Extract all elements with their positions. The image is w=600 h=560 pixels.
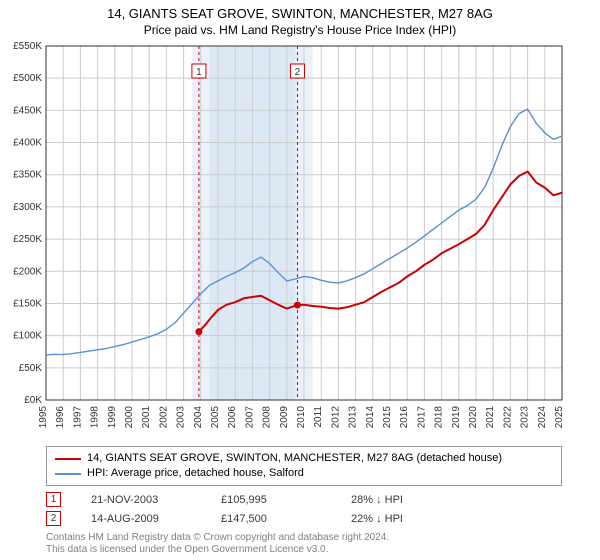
marker-delta: 28% ↓ HPI [351, 494, 451, 506]
svg-text:2003: 2003 [176, 406, 187, 429]
svg-text:2025: 2025 [554, 406, 565, 429]
svg-text:1998: 1998 [90, 406, 101, 429]
svg-text:2015: 2015 [382, 406, 393, 429]
chart-area: £0K £50K £100K £150K £200K £250K £300K £350K £40… [0, 40, 600, 440]
svg-text:2014: 2014 [365, 406, 376, 429]
svg-text:2008: 2008 [262, 406, 273, 429]
svg-text:£450K: £450K [13, 105, 42, 116]
svg-text:2023: 2023 [520, 406, 531, 429]
marker-row: 2 14-AUG-2009 £147,500 22% ↓ HPI [46, 511, 451, 526]
marker-price: £147,500 [221, 513, 321, 525]
legend-row: HPI: Average price, detached house, Salf… [55, 466, 553, 481]
legend-label: HPI: Average price, detached house, Salf… [87, 466, 304, 481]
svg-text:2: 2 [295, 67, 301, 78]
marker-price: £105,995 [221, 494, 321, 506]
footer-line-2: This data is licensed under the Open Gov… [46, 544, 389, 556]
svg-text:2018: 2018 [434, 406, 445, 429]
chart-container: 14, GIANTS SEAT GROVE, SWINTON, MANCHEST… [0, 0, 600, 560]
svg-text:1: 1 [196, 67, 202, 78]
svg-text:2019: 2019 [451, 406, 462, 429]
svg-text:2002: 2002 [158, 406, 169, 429]
svg-text:£0K: £0K [24, 395, 42, 406]
svg-text:2009: 2009 [279, 406, 290, 429]
svg-text:2000: 2000 [124, 406, 135, 429]
legend-swatch [55, 458, 81, 460]
legend: 14, GIANTS SEAT GROVE, SWINTON, MANCHEST… [46, 446, 562, 486]
svg-text:1999: 1999 [107, 406, 118, 429]
marker-row: 1 21-NOV-2003 £105,995 28% ↓ HPI [46, 492, 451, 507]
svg-text:2013: 2013 [348, 406, 359, 429]
footer-line-1: Contains HM Land Registry data © Crown c… [46, 532, 389, 544]
chart-svg: £0K £50K £100K £150K £200K £250K £300K £350K £40… [0, 40, 600, 440]
svg-text:£100K: £100K [13, 331, 42, 342]
marker-delta: 22% ↓ HPI [351, 513, 451, 525]
marker-list: 1 21-NOV-2003 £105,995 28% ↓ HPI 2 14-AUG-200… [46, 492, 451, 530]
svg-text:2010: 2010 [296, 406, 307, 429]
svg-text:2011: 2011 [313, 406, 324, 428]
svg-text:2012: 2012 [330, 406, 341, 429]
svg-text:£300K: £300K [13, 202, 42, 213]
svg-text:£200K: £200K [13, 266, 42, 277]
footer-text: Contains HM Land Registry data © Crown c… [46, 532, 389, 556]
marker-date: 14-AUG-2009 [91, 513, 191, 525]
svg-text:£550K: £550K [13, 41, 42, 52]
svg-text:2004: 2004 [193, 406, 204, 429]
legend-label: 14, GIANTS SEAT GROVE, SWINTON, MANCHEST… [87, 451, 502, 466]
svg-text:£350K: £350K [13, 170, 42, 181]
svg-text:2022: 2022 [502, 406, 513, 429]
svg-text:2020: 2020 [468, 406, 479, 429]
chart-subtitle: Price paid vs. HM Land Registry's House … [0, 23, 600, 37]
marker-badge: 2 [46, 511, 61, 526]
svg-text:2005: 2005 [210, 406, 221, 429]
svg-text:2024: 2024 [537, 406, 548, 429]
marker-badge: 1 [46, 492, 61, 507]
svg-text:1995: 1995 [38, 406, 49, 429]
title-block: 14, GIANTS SEAT GROVE, SWINTON, MANCHEST… [0, 0, 600, 37]
svg-text:£50K: £50K [19, 363, 43, 374]
svg-text:£500K: £500K [13, 73, 42, 84]
svg-text:1996: 1996 [55, 406, 66, 429]
svg-text:£250K: £250K [13, 234, 42, 245]
svg-text:2016: 2016 [399, 406, 410, 429]
svg-text:1997: 1997 [72, 406, 83, 429]
legend-swatch [55, 473, 81, 475]
svg-text:2007: 2007 [244, 406, 255, 429]
chart-title: 14, GIANTS SEAT GROVE, SWINTON, MANCHEST… [0, 6, 600, 21]
svg-text:2001: 2001 [141, 406, 152, 429]
svg-text:£400K: £400K [13, 138, 42, 149]
svg-text:2006: 2006 [227, 406, 238, 429]
svg-text:£150K: £150K [13, 298, 42, 309]
marker-date: 21-NOV-2003 [91, 494, 191, 506]
svg-text:2017: 2017 [416, 406, 427, 429]
svg-text:2021: 2021 [485, 406, 496, 429]
legend-row: 14, GIANTS SEAT GROVE, SWINTON, MANCHEST… [55, 451, 553, 466]
